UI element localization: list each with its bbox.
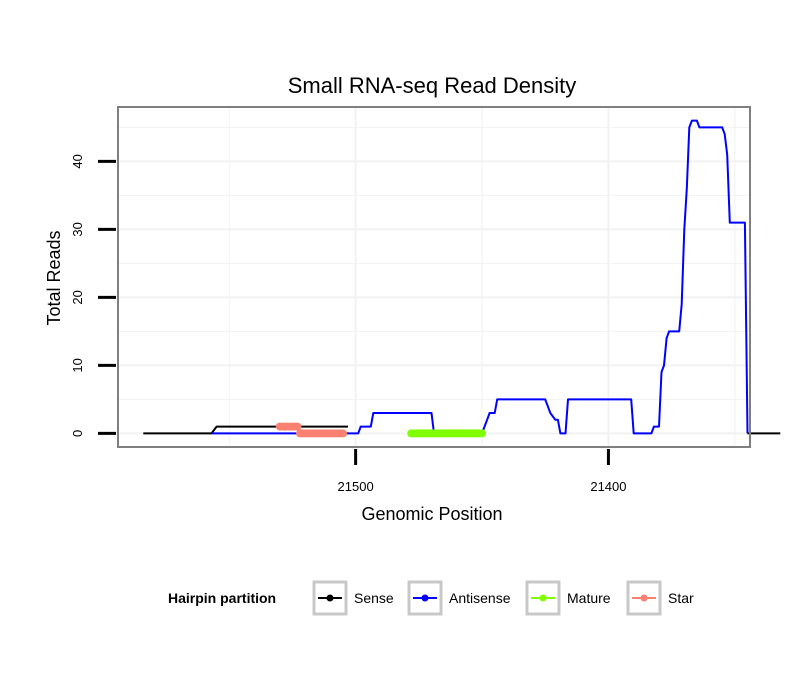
- y-tick-label: 30: [70, 222, 85, 236]
- legend-item-sense: Sense: [312, 580, 394, 616]
- legend-label: Antisense: [449, 590, 511, 606]
- y-tick-label: 10: [70, 358, 85, 372]
- legend-label: Sense: [354, 590, 394, 606]
- mature-series: [407, 429, 487, 438]
- legend-title: Hairpin partition: [168, 590, 276, 606]
- y-tick-label: 40: [70, 154, 85, 168]
- plot-border: [117, 106, 751, 448]
- legend-label: Star: [668, 590, 694, 606]
- data-series: [143, 119, 781, 438]
- legend-key-point: [640, 594, 648, 602]
- plot-panel: [118, 107, 750, 447]
- x-tick-label: 21500: [338, 479, 374, 494]
- x-axis-title: Genomic Position: [361, 504, 502, 524]
- legend-label: Mature: [567, 590, 611, 606]
- star-point: [293, 422, 302, 431]
- plot-background: [118, 107, 750, 447]
- star-series: [275, 422, 347, 438]
- mature-point: [478, 429, 487, 438]
- legend-item-mature: Mature: [525, 580, 611, 616]
- legend: Hairpin partition Sense Antisense Mature St…: [168, 580, 694, 616]
- chart-title: Small RNA-seq Read Density: [288, 73, 577, 98]
- grid-lines: [118, 107, 750, 447]
- y-tick-label: 0: [70, 430, 85, 437]
- y-axis-title: Total Reads: [44, 230, 64, 325]
- legend-item-star: Star: [626, 580, 694, 616]
- legend-key-point: [326, 594, 334, 602]
- legend-key-point: [421, 594, 429, 602]
- y-tick-label: 20: [70, 290, 85, 304]
- legend-key-point: [539, 594, 547, 602]
- star-point: [338, 429, 347, 438]
- x-tick-label: 21400: [590, 479, 626, 494]
- legend-item-antisense: Antisense: [407, 580, 511, 616]
- axes: 0 10 20 30 40 21500 21400: [70, 106, 751, 494]
